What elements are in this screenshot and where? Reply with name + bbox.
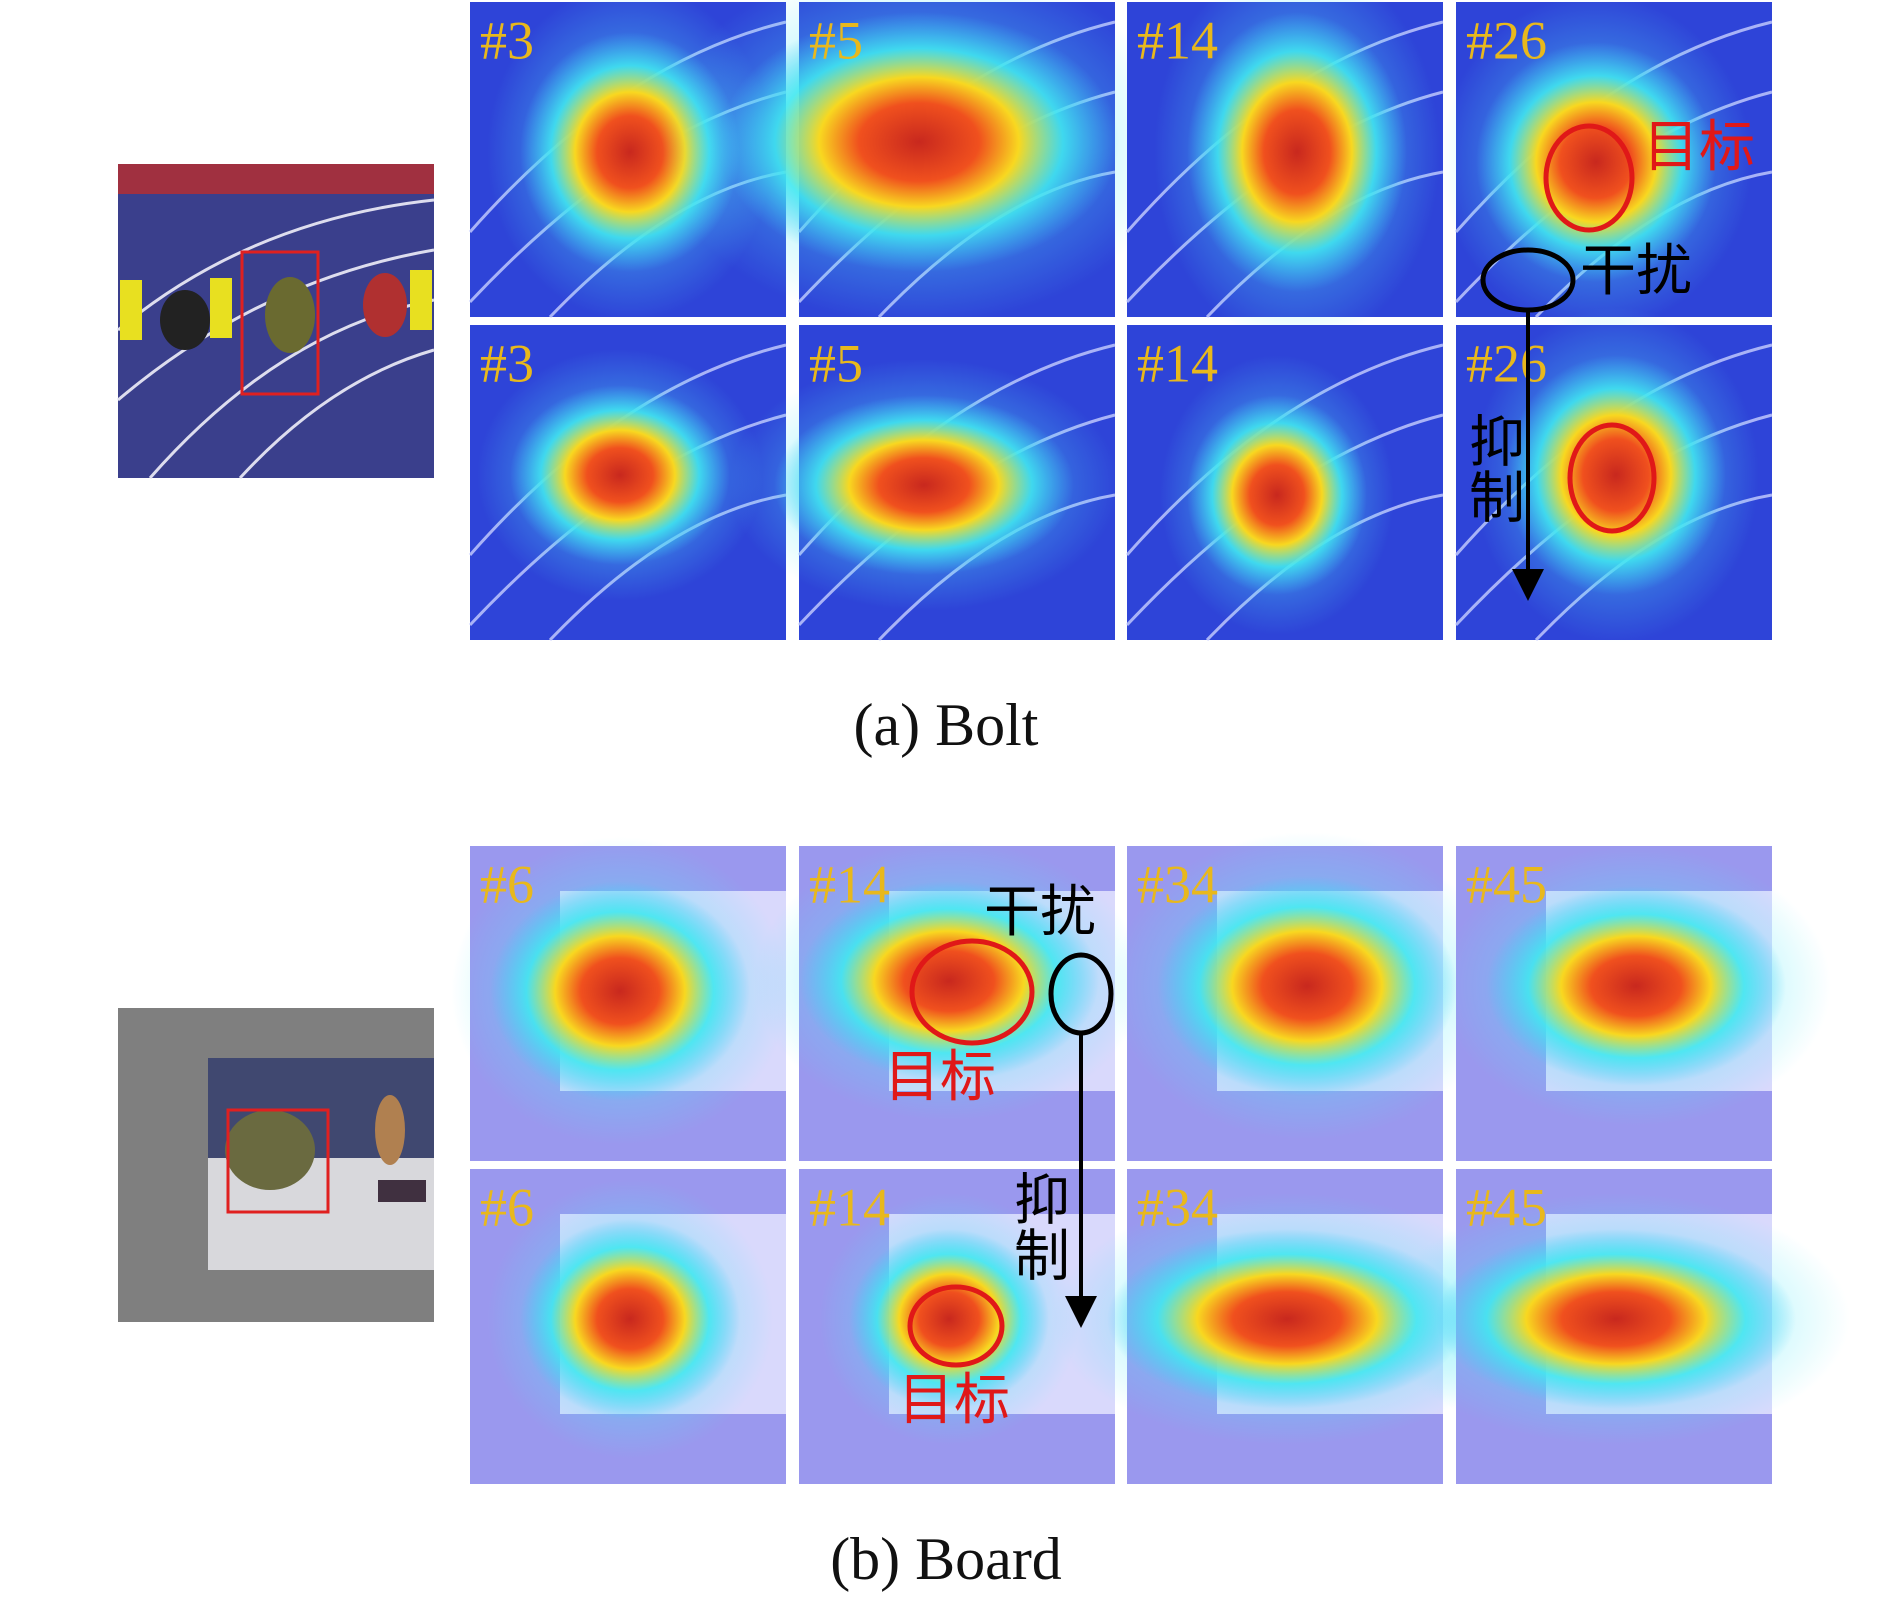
frame-label: #14 — [809, 854, 890, 914]
heatmap-tile: #26 — [1440, 0, 1773, 330]
heatmap-tile: #34 — [1112, 832, 1502, 1161]
caption: (b) Board — [830, 1526, 1062, 1592]
frame-label: #34 — [1137, 854, 1218, 914]
frame-label: #6 — [480, 1177, 534, 1237]
heatmap-tile: #5 — [659, 0, 1179, 324]
heatmap-tile: #45 — [1441, 846, 1831, 1161]
heat-blob — [719, 12, 1119, 272]
annotation-text: 目标 — [1643, 115, 1755, 180]
frame-label: #26 — [1466, 333, 1547, 393]
frame-label: #14 — [1137, 10, 1218, 70]
frame-label: #5 — [809, 333, 863, 393]
heat-blob — [1436, 1229, 1796, 1409]
heatmap-tile: #6 — [451, 837, 789, 1161]
annotation-text: 目标 — [898, 1368, 1010, 1433]
heat-blob — [1157, 876, 1457, 1096]
annotation-ellipse — [1543, 123, 1635, 233]
heatmap-tile: #6 — [470, 1169, 786, 1484]
heat-blob — [849, 1229, 1049, 1409]
heat-blob — [1187, 395, 1367, 595]
frame-label: #14 — [809, 1177, 890, 1237]
frame-label: #6 — [480, 854, 534, 914]
heat-blob — [510, 385, 730, 565]
heat-blob — [520, 1219, 740, 1419]
heatmap-tile: #14 — [754, 841, 1144, 1161]
annotation-text: 抑制 — [1460, 412, 1525, 524]
frame-label: #26 — [1466, 10, 1547, 70]
frame-label: #3 — [480, 333, 534, 393]
annotation-ellipse — [1567, 422, 1657, 534]
caption: (a) Bolt — [854, 692, 1039, 758]
frame-label: #45 — [1466, 854, 1547, 914]
bolt-reference-image — [117, 164, 435, 480]
heatmap-tile: #34 — [1053, 1169, 1521, 1484]
frame-label: #5 — [809, 10, 863, 70]
frame-label: #45 — [1466, 1177, 1547, 1237]
frame-label: #34 — [1137, 1177, 1218, 1237]
annotation-text: 干扰 — [1580, 239, 1692, 304]
heatmap-tile: #45 — [1382, 1169, 1850, 1484]
annotation-text: 干扰 — [984, 880, 1096, 945]
board-reference-image — [118, 1008, 434, 1322]
frame-label: #14 — [1137, 333, 1218, 393]
heat-blob — [490, 881, 750, 1101]
annotation-ellipse — [907, 1284, 1005, 1368]
heat-blob — [1476, 42, 1716, 282]
heat-blob — [1486, 886, 1786, 1086]
annotation-ellipse — [909, 938, 1035, 1046]
heatmap-tile: #5 — [729, 325, 1119, 642]
heatmap-tile: #14 — [1125, 325, 1444, 642]
annotation-text: 抑制 — [1005, 1170, 1070, 1282]
heat-blob — [774, 395, 1074, 575]
heat-blob — [1187, 12, 1407, 292]
frame-label: #3 — [480, 10, 534, 70]
heat-blob — [799, 881, 1099, 1081]
annotation-text: 目标 — [884, 1045, 996, 1110]
heat-blob — [1506, 355, 1726, 595]
heat-blob — [1107, 1229, 1467, 1409]
heatmap-tile: #26 — [1454, 307, 1773, 643]
heatmap-tile: #14 — [1125, 0, 1444, 348]
